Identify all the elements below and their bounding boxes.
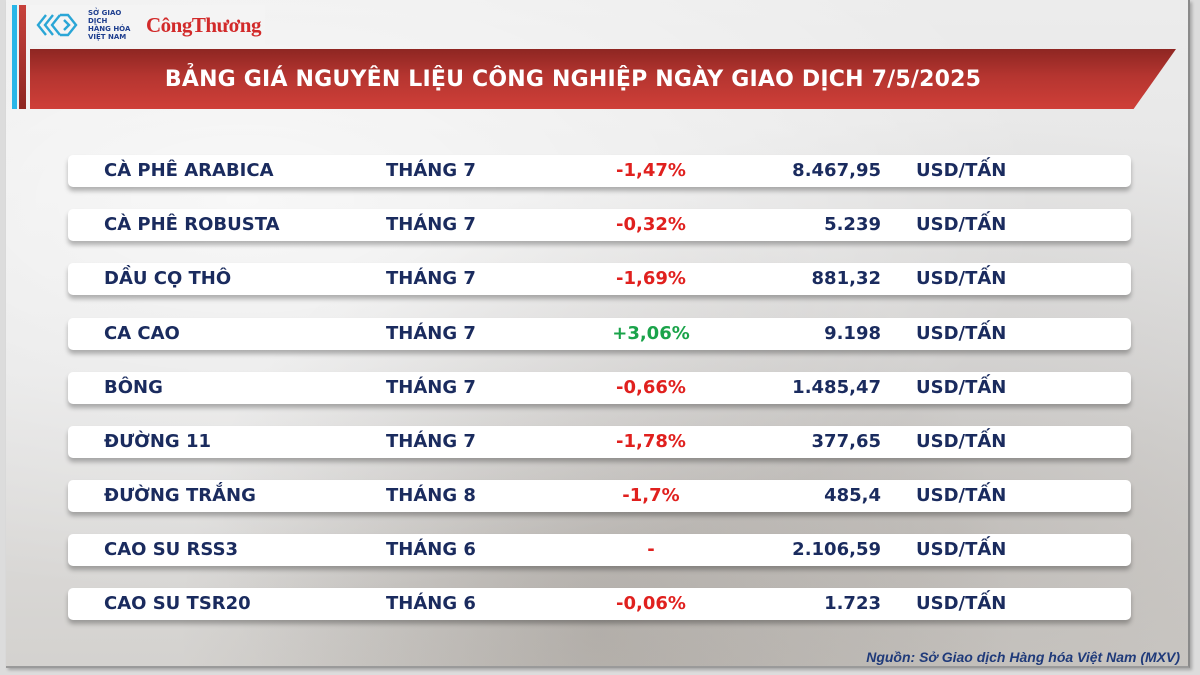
accent-bar-red xyxy=(19,5,26,109)
price-unit: USD/TẤN xyxy=(916,323,1007,344)
price-unit: USD/TẤN xyxy=(916,485,1007,506)
price-unit: USD/TẤN xyxy=(916,160,1007,181)
change-percent: -0,32% xyxy=(616,214,686,235)
logo-line-1: SỞ GIAO DỊCH xyxy=(88,9,122,25)
contract-month: THÁNG 6 xyxy=(386,539,476,560)
table-row: CÀ PHÊ ROBUSTA THÁNG 7 -0,32% 5.239 USD/… xyxy=(68,209,1131,241)
change-percent: -1,7% xyxy=(622,485,680,506)
price-value: 8.467,95 xyxy=(792,160,881,181)
table-row: ĐƯỜNG TRẮNG THÁNG 8 -1,7% 485,4 USD/TẤN xyxy=(68,480,1131,512)
price-value: 485,4 xyxy=(824,485,881,506)
commodity-name: CÀ PHÊ ROBUSTA xyxy=(104,214,280,235)
mxv-logo-text: SỞ GIAO DỊCH HÀNG HÓA VIỆT NAM xyxy=(88,9,140,41)
price-value: 1.485,47 xyxy=(792,377,881,398)
price-unit: USD/TẤN xyxy=(916,377,1007,398)
price-value: 2.106,59 xyxy=(792,539,881,560)
change-percent: -1,78% xyxy=(616,431,686,452)
commodity-name: ĐƯỜNG 11 xyxy=(104,431,211,452)
contract-month: THÁNG 7 xyxy=(386,214,476,235)
price-value: 1.723 xyxy=(824,593,881,614)
contract-month: THÁNG 6 xyxy=(386,593,476,614)
table-row: CA CAO THÁNG 7 +3,06% 9.198 USD/TẤN xyxy=(68,318,1131,350)
commodity-name: ĐƯỜNG TRẮNG xyxy=(104,485,256,506)
commodity-name: CA CAO xyxy=(104,323,180,344)
commodity-name: CÀ PHÊ ARABICA xyxy=(104,160,274,181)
change-percent: -0,06% xyxy=(616,593,686,614)
change-percent: -1,69% xyxy=(616,268,686,289)
contract-month: THÁNG 7 xyxy=(386,160,476,181)
contract-month: THÁNG 7 xyxy=(386,431,476,452)
contract-month: THÁNG 7 xyxy=(386,323,476,344)
price-unit: USD/TẤN xyxy=(916,593,1007,614)
table-row: DẦU CỌ THÔ THÁNG 7 -1,69% 881,32 USD/TẤN xyxy=(68,263,1131,295)
price-unit: USD/TẤN xyxy=(916,539,1007,560)
change-percent: - xyxy=(647,539,655,560)
publisher-logo: CôngThương xyxy=(146,12,261,37)
source-note: Nguồn: Sở Giao dịch Hàng hóa Việt Nam (M… xyxy=(866,649,1180,665)
contract-month: THÁNG 7 xyxy=(386,377,476,398)
price-unit: USD/TẤN xyxy=(916,268,1007,289)
change-percent: -0,66% xyxy=(616,377,686,398)
commodity-name: CAO SU RSS3 xyxy=(104,539,239,560)
page-title: BẢNG GIÁ NGUYÊN LIỆU CÔNG NGHIỆP NGÀY GI… xyxy=(164,66,982,92)
contract-month: THÁNG 8 xyxy=(386,485,476,506)
table-row: CAO SU RSS3 THÁNG 6 - 2.106,59 USD/TẤN xyxy=(68,534,1131,566)
price-unit: USD/TẤN xyxy=(916,431,1007,452)
price-value: 377,65 xyxy=(811,431,881,452)
price-value: 5.239 xyxy=(824,214,881,235)
mxv-logo-icon xyxy=(36,13,78,37)
change-percent: -1,47% xyxy=(616,160,686,181)
table-row: CAO SU TSR20 THÁNG 6 -0,06% 1.723 USD/TẤ… xyxy=(68,588,1131,620)
title-banner: BẢNG GIÁ NGUYÊN LIỆU CÔNG NGHIỆP NGÀY GI… xyxy=(30,49,1176,109)
contract-month: THÁNG 7 xyxy=(386,268,476,289)
logo-line-2: HÀNG HÓA xyxy=(88,25,131,33)
accent-bar-blue xyxy=(12,5,17,109)
table-row: CÀ PHÊ ARABICA THÁNG 7 -1,47% 8.467,95 U… xyxy=(68,155,1131,187)
price-value: 9.198 xyxy=(824,323,881,344)
commodity-name: CAO SU TSR20 xyxy=(104,593,251,614)
price-value: 881,32 xyxy=(811,268,881,289)
commodity-name: BÔNG xyxy=(104,377,163,398)
change-percent: +3,06% xyxy=(612,323,690,344)
commodity-name: DẦU CỌ THÔ xyxy=(104,268,232,289)
price-unit: USD/TẤN xyxy=(916,214,1007,235)
table-row: BÔNG THÁNG 7 -0,66% 1.485,47 USD/TẤN xyxy=(68,372,1131,404)
logo-strip: SỞ GIAO DỊCH HÀNG HÓA VIỆT NAM CôngThươn… xyxy=(30,5,265,45)
table-row: ĐƯỜNG 11 THÁNG 7 -1,78% 377,65 USD/TẤN xyxy=(68,426,1131,458)
logo-line-3: VIỆT NAM xyxy=(88,33,127,41)
